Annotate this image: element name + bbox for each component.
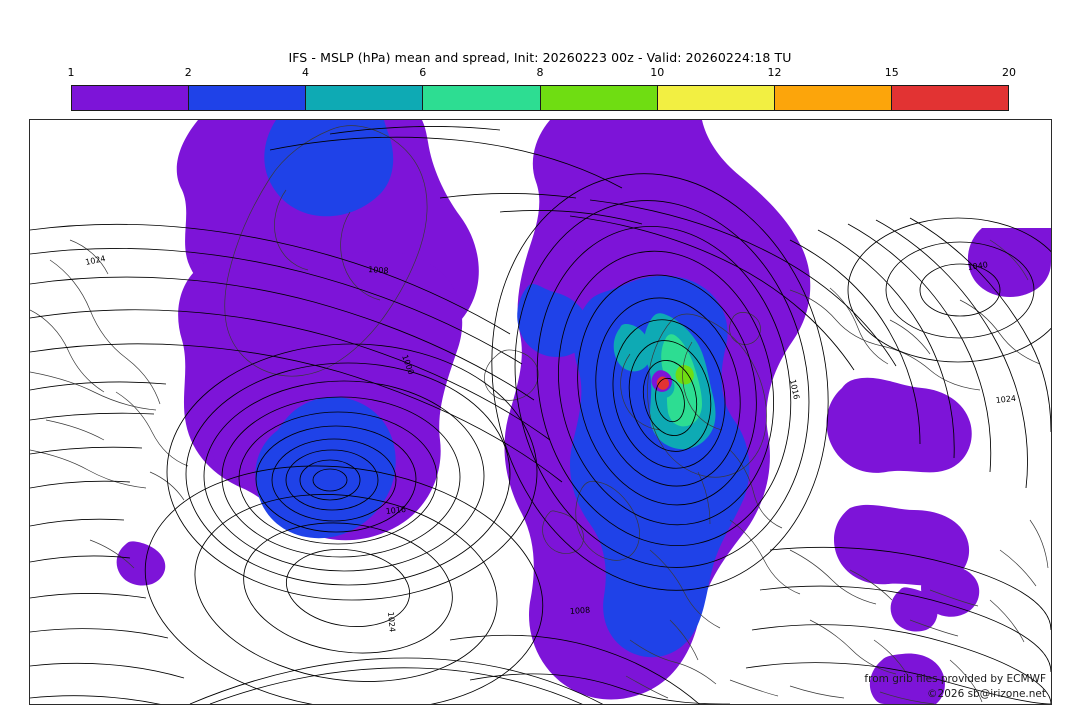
chart-title: IFS - MSLP (hPa) mean and spread, Init: … xyxy=(288,50,792,65)
colorbar-segment-10-12 xyxy=(657,86,775,110)
colorbar: 1 2 4 6 8 10 12 15 20 xyxy=(67,66,1017,112)
contour-label: 1008 xyxy=(570,606,591,616)
contour-label: 1024 xyxy=(995,394,1016,405)
colorbar-gradient-bar xyxy=(71,85,1009,111)
map-plot-area: 1024 1040 1016 1008 1024 1000 1008 1016 … xyxy=(29,119,1052,705)
contour-label: 1024 xyxy=(386,611,397,632)
colorbar-tick-1: 1 xyxy=(67,66,75,79)
colorbar-tick-labels: 1 2 4 6 8 10 12 15 20 xyxy=(67,66,1017,82)
colorbar-tick-8: 8 xyxy=(536,66,544,79)
coastline-layer xyxy=(30,125,1049,704)
colorbar-tick-4: 4 xyxy=(302,66,309,79)
colorbar-tick-10: 10 xyxy=(650,66,665,79)
colorbar-tick-15: 15 xyxy=(884,66,899,79)
contour-label: 1016 xyxy=(788,379,801,401)
contour-label: 1024 xyxy=(85,254,107,267)
colorbar-segment-8-10 xyxy=(540,86,658,110)
colorbar-segment-6-8 xyxy=(423,86,541,110)
spread-speck-red xyxy=(656,376,670,390)
colorbar-tick-12: 12 xyxy=(767,66,782,79)
colorbar-segment-12-15 xyxy=(774,86,892,110)
contour-label: 1008 xyxy=(368,265,389,275)
contour-label: 1040 xyxy=(967,260,988,272)
colorbar-segment-4-6 xyxy=(306,86,424,110)
colorbar-tick-6: 6 xyxy=(419,66,427,79)
colorbar-segment-1-2 xyxy=(72,86,190,110)
colorbar-tick-2: 2 xyxy=(184,66,192,79)
mslp-contour-layer xyxy=(30,126,1051,704)
colorbar-segment-2-4 xyxy=(189,86,307,110)
spread-shading-layer xyxy=(116,120,1051,704)
colorbar-tick-20: 20 xyxy=(1002,66,1016,79)
colorbar-segment-15-20 xyxy=(891,86,1008,110)
contour-label: 1016 xyxy=(385,505,406,516)
map-canvas: 1024 1040 1016 1008 1024 1000 1008 1016 … xyxy=(30,120,1051,704)
